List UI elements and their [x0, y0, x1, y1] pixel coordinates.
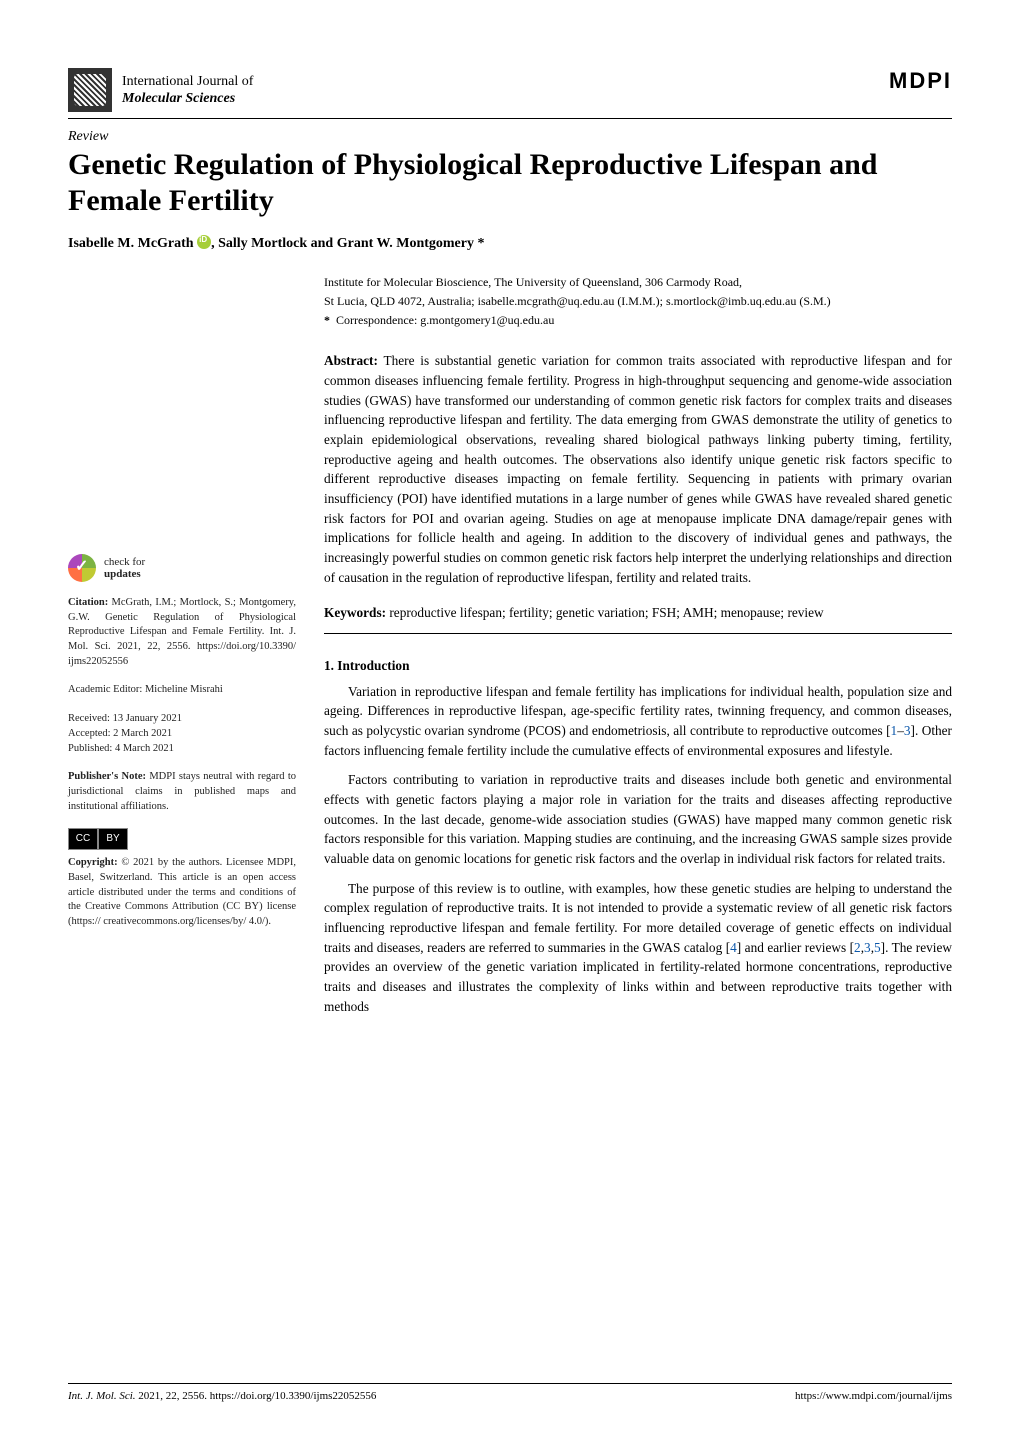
section-1-heading: 1. Introduction — [324, 656, 952, 676]
affil-line1: Institute for Molecular Bioscience, The … — [324, 274, 952, 292]
page-footer: Int. J. Mol. Sci. 2021, 22, 2556. https:… — [68, 1383, 952, 1402]
citation-block: Citation: McGrath, I.M.; Mortlock, S.; M… — [68, 596, 296, 669]
check-updates-text: check for updates — [104, 556, 145, 580]
intro-p3: The purpose of this review is to outline… — [324, 879, 952, 1017]
keywords-label: Keywords: — [324, 605, 386, 620]
authors-line: Isabelle M. McGrath , Sally Mortlock and… — [68, 235, 952, 252]
corr-marker: * — [324, 313, 330, 327]
footer-left-italic: Int. J. Mol. Sci. — [68, 1390, 136, 1402]
intro-p1: Variation in reproductive lifespan and f… — [324, 682, 952, 761]
journal-name-line2: Molecular Sciences — [122, 90, 253, 108]
journal-name-line1: International Journal of — [122, 73, 253, 91]
article-type: Review — [68, 129, 952, 145]
footer-left-rest: 2021, 22, 2556. https://doi.org/10.3390/… — [136, 1390, 377, 1402]
footer-rule — [68, 1383, 952, 1384]
check-updates-icon — [68, 554, 96, 582]
citation-label: Citation: — [68, 597, 108, 608]
journal-logo-block: International Journal of Molecular Scien… — [68, 68, 253, 112]
affil-line2: St Lucia, QLD 4072, Australia; isabelle.… — [324, 293, 952, 311]
keywords-text: reproductive lifespan; fertility; geneti… — [389, 605, 823, 620]
cc-by-badge[interactable]: CC BY — [68, 828, 296, 850]
publisher-logo: MDPI — [889, 68, 952, 94]
author-1: Isabelle M. McGrath — [68, 236, 194, 251]
intro-p3b: ] and earlier reviews [ — [737, 940, 854, 955]
dates-block: Received: 13 January 2021 Accepted: 2 Ma… — [68, 712, 296, 756]
by-icon: BY — [98, 828, 128, 850]
copyright-block: Copyright: © 2021 by the authors. Licens… — [68, 856, 296, 929]
academic-editor: Academic Editor: Micheline Misrahi — [68, 683, 296, 698]
cite-3b[interactable]: 3 — [864, 940, 871, 955]
abstract-text: There is substantial genetic variation f… — [324, 353, 952, 584]
keywords: Keywords: reproductive lifespan; fertili… — [324, 603, 952, 623]
footer-left: Int. J. Mol. Sci. 2021, 22, 2556. https:… — [68, 1390, 376, 1402]
orcid-icon[interactable] — [197, 235, 211, 249]
cite-2[interactable]: 2 — [854, 940, 861, 955]
journal-name: International Journal of Molecular Scien… — [122, 73, 253, 108]
copyright-label: Copyright: — [68, 857, 118, 868]
received-date: Received: 13 January 2021 — [68, 712, 296, 727]
correspondence-line: * Correspondence: g.montgomery1@uq.edu.a… — [324, 312, 952, 330]
header-bar: International Journal of Molecular Scien… — [68, 68, 952, 112]
intro-p2: Factors contributing to variation in rep… — [324, 770, 952, 868]
article-title: Genetic Regulation of Physiological Repr… — [68, 147, 952, 219]
publishers-note: Publisher's Note: MDPI stays neutral wit… — [68, 770, 296, 814]
intro-p1a: Variation in reproductive lifespan and f… — [324, 684, 952, 738]
check-updates-line2: updates — [104, 568, 145, 580]
cite-4[interactable]: 4 — [730, 940, 737, 955]
accepted-date: Accepted: 2 March 2021 — [68, 727, 296, 742]
header-rule — [68, 118, 952, 119]
corr-text: Correspondence: g.montgomery1@uq.edu.au — [336, 313, 554, 327]
main-column: Institute for Molecular Bioscience, The … — [324, 274, 952, 1026]
sidebar: check for updates Citation: McGrath, I.M… — [68, 274, 296, 1026]
abstract: Abstract: There is substantial genetic v… — [324, 351, 952, 587]
cite-5[interactable]: 5 — [874, 940, 881, 955]
check-for-updates[interactable]: check for updates — [68, 554, 296, 582]
cite-3[interactable]: 3 — [904, 723, 911, 738]
abstract-label: Abstract: — [324, 353, 378, 368]
cite-dash: – — [897, 723, 904, 738]
footer-right-url[interactable]: https://www.mdpi.com/journal/ijms — [795, 1390, 952, 1402]
cc-icon: CC — [68, 828, 98, 850]
affiliation-block: Institute for Molecular Bioscience, The … — [324, 274, 952, 329]
journal-logo-icon — [68, 68, 112, 112]
publishers-note-label: Publisher's Note: — [68, 771, 146, 782]
published-date: Published: 4 March 2021 — [68, 742, 296, 757]
check-updates-line1: check for — [104, 556, 145, 568]
keywords-rule — [324, 633, 952, 634]
authors-rest: , Sally Mortlock and Grant W. Montgomery… — [211, 236, 484, 251]
